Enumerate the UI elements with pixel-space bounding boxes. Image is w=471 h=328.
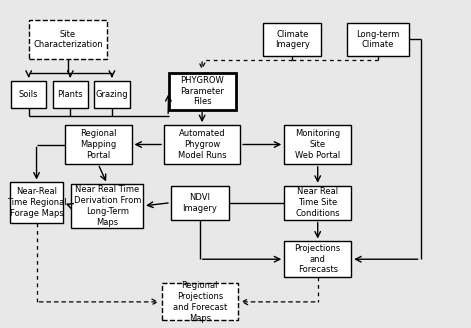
Text: Monitoring
Site
Web Portal: Monitoring Site Web Portal xyxy=(295,129,341,160)
FancyBboxPatch shape xyxy=(65,125,131,164)
Text: Projections
and
Forecasts: Projections and Forecasts xyxy=(294,244,341,275)
FancyBboxPatch shape xyxy=(169,72,236,110)
FancyBboxPatch shape xyxy=(29,20,107,59)
FancyBboxPatch shape xyxy=(284,186,351,220)
Text: PHYGROW
Parameter
Files: PHYGROW Parameter Files xyxy=(180,76,224,106)
Text: Regional
Projections
and Forecast
Maps: Regional Projections and Forecast Maps xyxy=(173,281,227,322)
FancyBboxPatch shape xyxy=(53,81,88,108)
Text: Regional
Mapping
Portal: Regional Mapping Portal xyxy=(80,129,116,160)
FancyBboxPatch shape xyxy=(11,81,46,108)
Text: Long-term
Climate: Long-term Climate xyxy=(356,30,399,49)
Text: Near-Real
Time Regional
Forage Maps: Near-Real Time Regional Forage Maps xyxy=(7,187,66,218)
FancyBboxPatch shape xyxy=(171,186,229,220)
FancyBboxPatch shape xyxy=(164,125,240,164)
Text: Plants: Plants xyxy=(57,90,83,99)
FancyBboxPatch shape xyxy=(347,23,409,56)
Text: NDVI
Imagery: NDVI Imagery xyxy=(182,193,217,213)
Text: Near Real Time
Derivation From
Long-Term
Maps: Near Real Time Derivation From Long-Term… xyxy=(73,185,141,227)
Text: Climate
Imagery: Climate Imagery xyxy=(275,30,310,49)
FancyBboxPatch shape xyxy=(162,283,238,320)
FancyBboxPatch shape xyxy=(10,182,63,223)
FancyBboxPatch shape xyxy=(72,184,143,228)
FancyBboxPatch shape xyxy=(94,81,130,108)
Text: Soils: Soils xyxy=(19,90,39,99)
FancyBboxPatch shape xyxy=(284,125,351,164)
FancyBboxPatch shape xyxy=(263,23,321,56)
Text: Near Real
Time Site
Conditions: Near Real Time Site Conditions xyxy=(295,187,340,218)
Text: Site
Characterization: Site Characterization xyxy=(33,30,103,49)
FancyBboxPatch shape xyxy=(284,241,351,277)
Text: Automated
Phygrow
Model Runs: Automated Phygrow Model Runs xyxy=(178,129,227,160)
Text: Grazing: Grazing xyxy=(96,90,128,99)
